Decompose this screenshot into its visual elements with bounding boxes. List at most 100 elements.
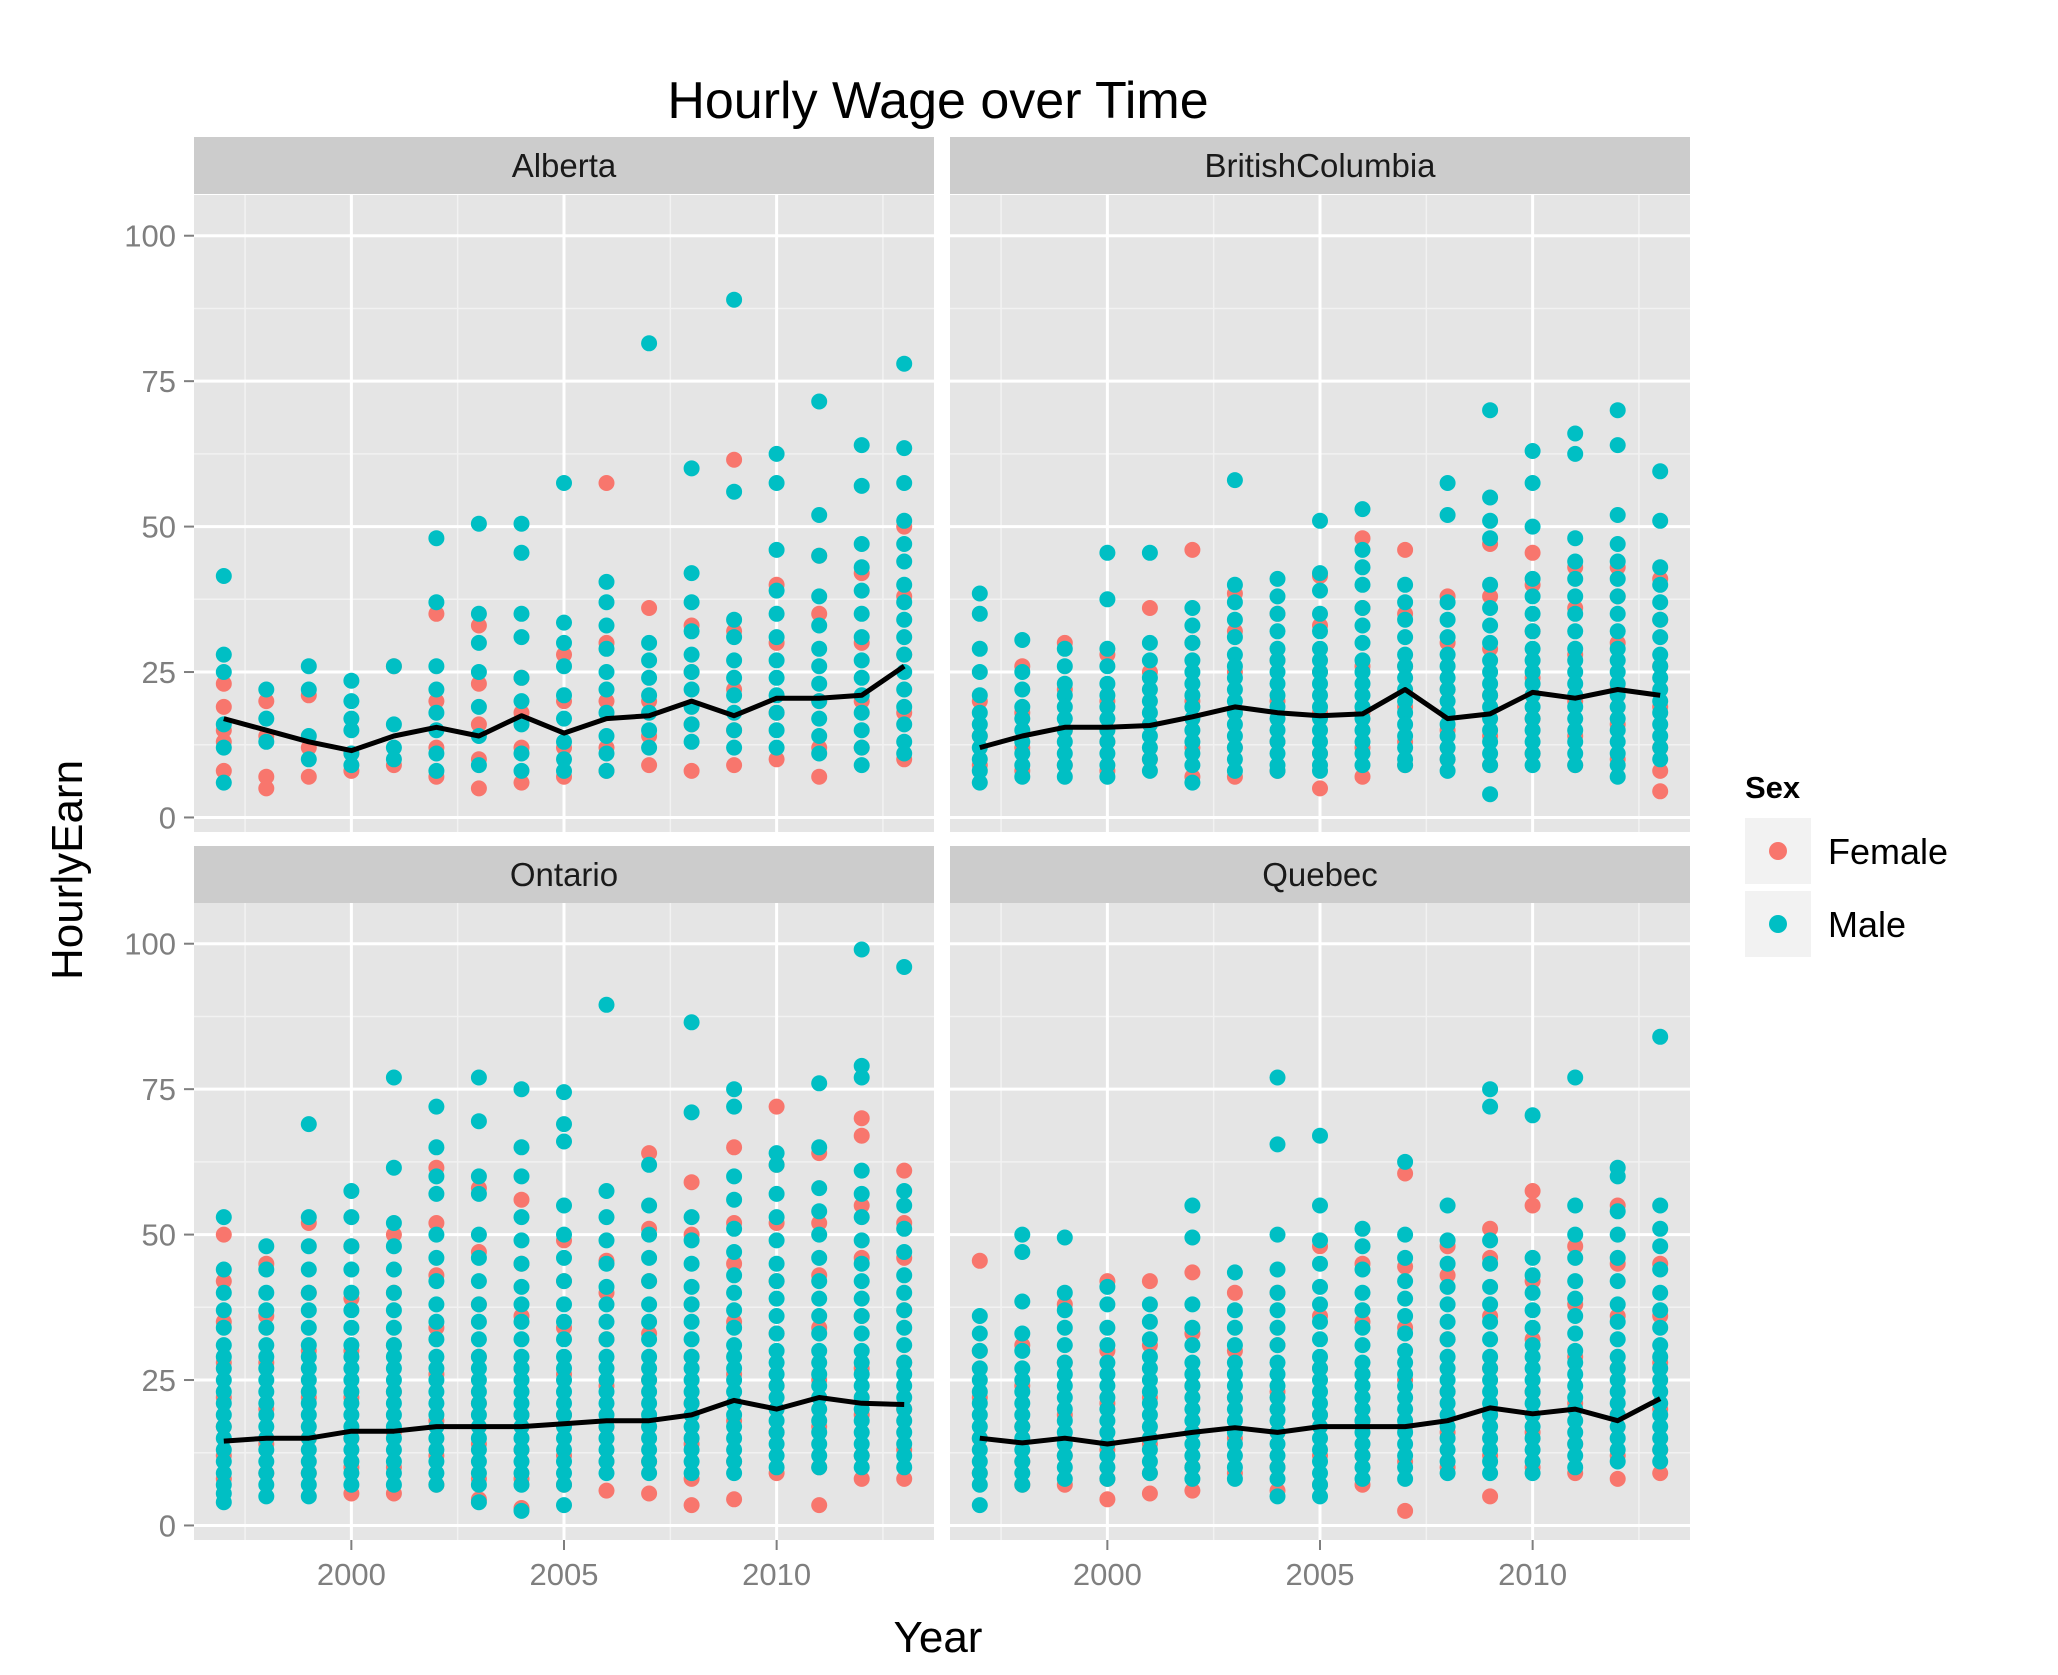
data-point-male — [385, 1069, 402, 1086]
data-point-male — [1609, 698, 1626, 715]
data-point-male — [853, 1325, 870, 1342]
data-point-male — [1439, 1348, 1456, 1365]
legend-key-male — [1769, 915, 1787, 933]
data-point-male — [1184, 1337, 1201, 1354]
data-point-male — [1397, 739, 1414, 756]
data-point-male — [428, 1441, 445, 1458]
summary-line-ontario — [223, 1395, 905, 1444]
data-point-male — [556, 733, 572, 750]
data-point-male — [1609, 437, 1626, 454]
data-point-male — [896, 646, 913, 663]
data-point-male — [513, 1395, 530, 1412]
data-point-male — [1014, 1372, 1031, 1388]
data-point-male — [896, 1197, 913, 1214]
data-point-male — [1524, 745, 1541, 762]
data-point-male — [1567, 745, 1584, 762]
data-point-female — [853, 1127, 870, 1144]
data-point-male — [1226, 658, 1243, 675]
data-point-male — [1652, 751, 1669, 768]
data-point-male — [1354, 1337, 1371, 1354]
data-point-male — [853, 536, 870, 552]
data-point-male — [1567, 698, 1584, 715]
data-point-male — [1056, 768, 1073, 785]
data-point-male — [1567, 1197, 1584, 1214]
data-point-male — [811, 745, 828, 762]
data-point-male — [343, 722, 360, 739]
data-point-male — [1524, 1319, 1541, 1336]
data-point-male — [1014, 1244, 1031, 1260]
data-point-male — [258, 733, 275, 750]
data-point-male — [1397, 1366, 1414, 1383]
data-point-male — [811, 1203, 828, 1220]
data-point-male — [1184, 652, 1201, 669]
data-point-male — [1141, 652, 1158, 669]
data-point-male — [1269, 652, 1286, 669]
data-point-male — [1397, 716, 1414, 733]
data-point-male — [1269, 623, 1286, 640]
data-point-male — [385, 1319, 402, 1336]
data-point-male — [896, 594, 913, 611]
data-point-male — [470, 1226, 487, 1243]
data-point-male — [896, 1436, 913, 1452]
data-point-male — [971, 1308, 988, 1324]
data-point-male — [1014, 681, 1031, 698]
data-point-male — [971, 774, 988, 791]
data-point-male — [971, 704, 988, 721]
data-point-male — [1014, 664, 1031, 680]
data-point-male — [1312, 623, 1328, 640]
data-point-male — [1524, 1337, 1541, 1354]
data-point-male — [300, 1360, 317, 1377]
data-point-male — [1312, 1441, 1328, 1458]
data-point-male — [853, 629, 870, 646]
data-point-male — [258, 1360, 275, 1377]
data-point-male — [1312, 1197, 1328, 1214]
data-point-male — [470, 1395, 487, 1412]
data-point-male — [1226, 728, 1243, 744]
data-point-male — [1609, 1418, 1626, 1435]
data-point-male — [428, 1348, 445, 1365]
data-point-female — [768, 751, 785, 768]
data-point-male — [1652, 1406, 1669, 1423]
data-point-male — [1056, 1319, 1073, 1336]
data-point-male — [428, 762, 445, 779]
data-point-male — [853, 1057, 870, 1074]
data-point-male — [300, 1302, 317, 1319]
data-point-male — [641, 634, 658, 651]
data-point-male — [343, 693, 360, 710]
data-point-male — [896, 1459, 913, 1476]
data-point-male — [1609, 588, 1626, 605]
data-point-male — [971, 751, 988, 768]
data-point-male — [343, 710, 360, 727]
data-point-male — [641, 1441, 658, 1458]
data-point-male — [768, 1255, 785, 1272]
data-point-male — [1056, 1229, 1073, 1246]
data-point-male — [1609, 757, 1626, 774]
data-point-male — [1014, 1226, 1031, 1243]
data-point-female — [768, 1098, 785, 1115]
data-point-male — [1269, 1488, 1286, 1505]
data-point-male — [1184, 774, 1201, 791]
data-point-male — [726, 1441, 743, 1458]
data-point-male — [343, 1395, 360, 1412]
data-point-male — [811, 588, 828, 605]
data-point-male — [215, 1337, 232, 1354]
data-point-male — [1524, 605, 1541, 622]
data-point-male — [258, 1348, 275, 1365]
data-point-male — [300, 1372, 317, 1388]
data-point-male — [641, 1395, 658, 1412]
data-point-male — [1609, 570, 1626, 587]
data-point-male — [1312, 582, 1328, 599]
data-point-male — [385, 658, 402, 675]
data-point-male — [1312, 745, 1328, 762]
data-point-male — [1184, 634, 1201, 651]
data-point-male — [556, 614, 572, 631]
data-point-male — [641, 1296, 658, 1313]
data-point-male — [1652, 1319, 1669, 1336]
data-point-male — [300, 1383, 317, 1400]
data-point-male — [1354, 1459, 1371, 1476]
data-point-male — [513, 1430, 530, 1447]
data-point-male — [1269, 1261, 1286, 1278]
data-point-male — [1312, 1383, 1328, 1400]
data-point-male — [556, 1084, 572, 1101]
data-point-male — [1184, 1401, 1201, 1418]
